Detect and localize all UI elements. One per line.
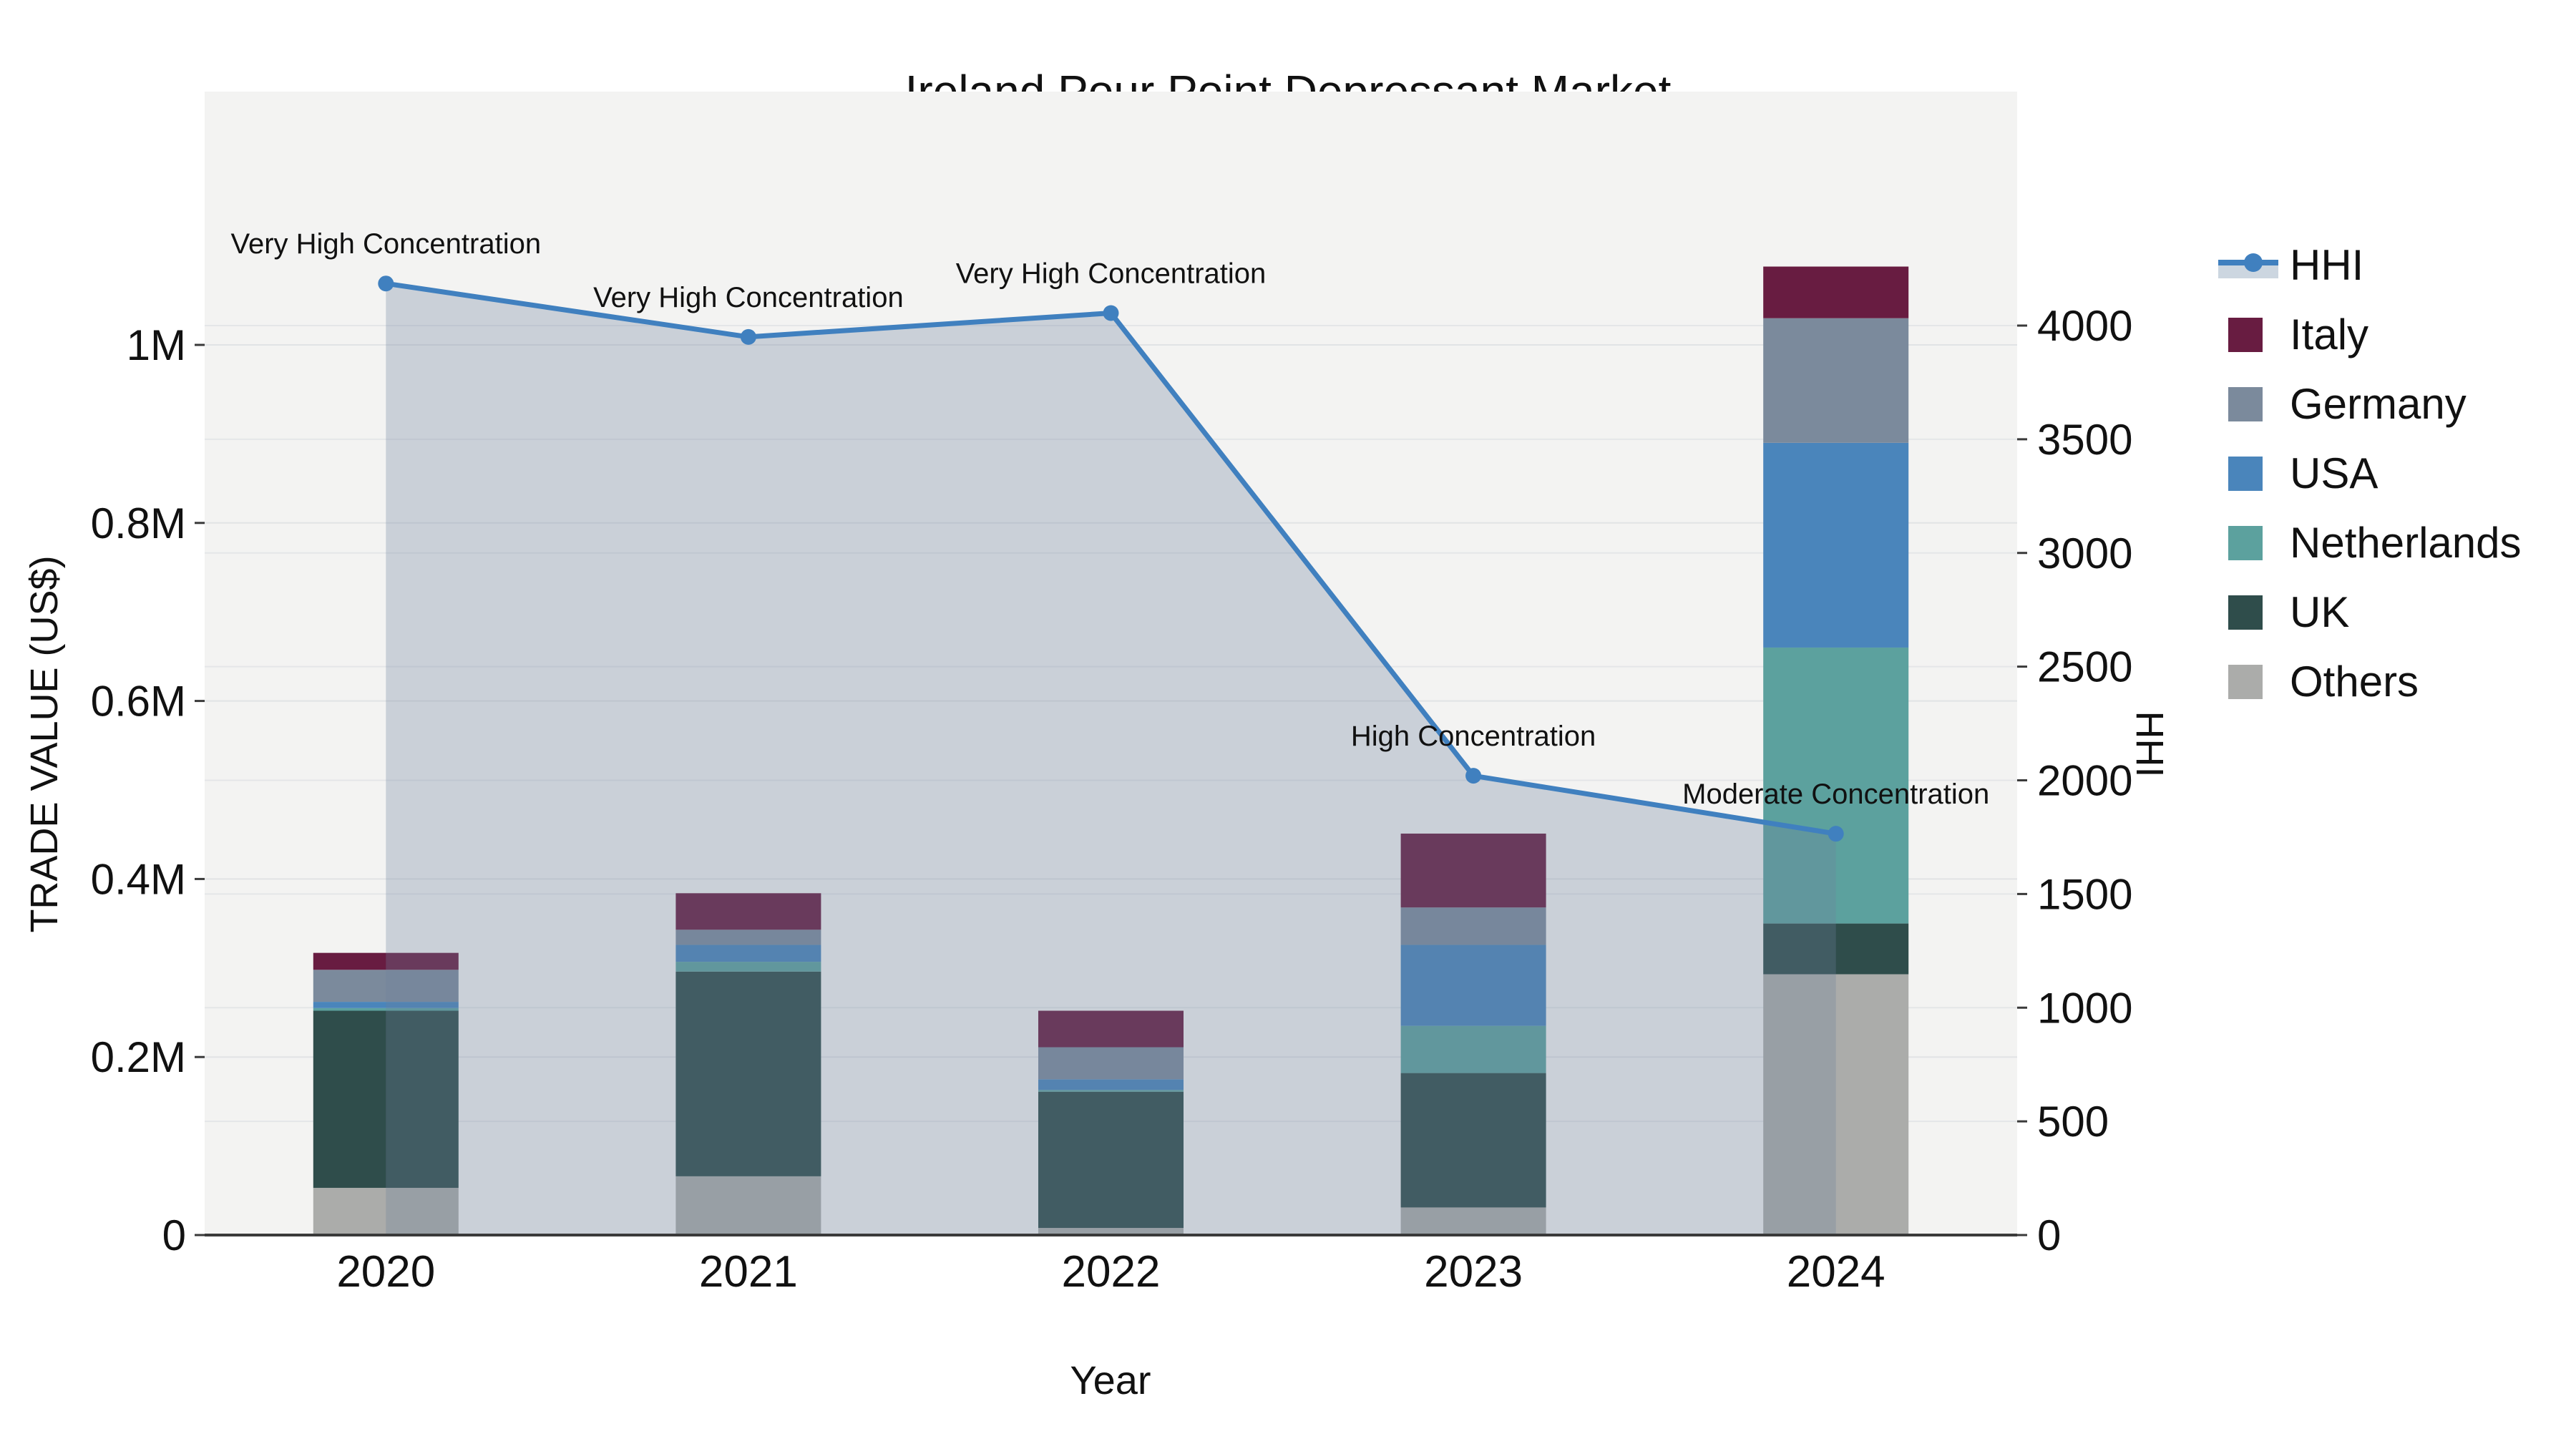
bar-segment-usa-2020 <box>313 1002 459 1008</box>
bar-segment-uk-2020 <box>313 1010 459 1189</box>
legend-swatch-others <box>2218 664 2278 699</box>
annotation-2021: Very High Concentration <box>593 282 904 313</box>
legend-item-others: Others <box>2218 647 2522 716</box>
annotation-2024: Moderate Concentration <box>1682 779 1989 810</box>
legend-label-uk: UK <box>2290 587 2350 636</box>
legend-swatch-germany <box>2218 386 2278 421</box>
y-left-tick-label: 0.2M <box>91 1033 186 1081</box>
hhi-marker-2024 <box>1828 826 1844 842</box>
y-axis-right-title: HHI <box>2128 711 2171 778</box>
y-right-tick-label: 1000 <box>2037 984 2132 1032</box>
legend-color-box-uk <box>2228 595 2263 630</box>
y-left-tick-label: 0.8M <box>91 499 186 547</box>
y-right-tick-label: 0 <box>2037 1211 2061 1259</box>
bar-segment-uk-2022 <box>1038 1091 1184 1229</box>
x-tick-label-2023: 2023 <box>1424 1247 1523 1297</box>
y-left-tick-label: 0.6M <box>91 678 186 726</box>
legend-item-hhi: HHI <box>2218 230 2522 300</box>
legend-color-box-netherlands <box>2228 525 2263 560</box>
legend-swatch-usa <box>2218 456 2278 491</box>
bar-segment-usa-2023 <box>1400 945 1546 1026</box>
annotation-2020: Very High Concentration <box>231 228 542 260</box>
y-left-tick-label: 0 <box>162 1211 186 1259</box>
legend-item-italy: Italy <box>2218 300 2522 369</box>
bar-segment-usa-2021 <box>675 945 821 962</box>
legend-swatch-netherlands <box>2218 525 2278 560</box>
legend-item-usa: USA <box>2218 439 2522 508</box>
y-axis-left-title: TRADE VALUE (US$) <box>23 555 66 933</box>
y-right-tick-label: 1500 <box>2037 870 2132 918</box>
bar-segment-italy-2021 <box>675 893 821 930</box>
x-tick-label-2021: 2021 <box>699 1247 798 1297</box>
hhi-marker-2020 <box>378 275 394 292</box>
legend-item-uk: UK <box>2218 577 2522 647</box>
x-tick-label-2022: 2022 <box>1062 1247 1161 1297</box>
legend-item-netherlands: Netherlands <box>2218 508 2522 577</box>
legend-color-box-usa <box>2228 456 2263 491</box>
legend: HHI Italy Germany USA Netherlands UK Others <box>2218 230 2522 716</box>
bar-segment-germany-2022 <box>1038 1047 1184 1080</box>
bar-segment-germany-2021 <box>675 930 821 945</box>
legend-swatch-uk <box>2218 595 2278 630</box>
y-right-tick-label: 2000 <box>2037 757 2132 805</box>
bar-segment-uk-2023 <box>1400 1073 1546 1208</box>
hhi-marker-2023 <box>1465 768 1482 784</box>
legend-label-usa: USA <box>2290 449 2379 497</box>
bar-segment-usa-2024 <box>1763 442 1909 648</box>
bar-segment-netherlands-2023 <box>1400 1025 1546 1073</box>
legend-label-italy: Italy <box>2290 310 2369 358</box>
hhi-marker-2021 <box>740 328 756 345</box>
x-tick-label-2020: 2020 <box>336 1247 435 1297</box>
hhi-marker-2022 <box>1103 305 1119 321</box>
legend-swatch-italy <box>2218 317 2278 352</box>
bar-segment-uk-2021 <box>675 971 821 1176</box>
y-right-tick-label: 3000 <box>2037 530 2132 577</box>
bar-segment-netherlands-2020 <box>313 1008 459 1011</box>
bar-segment-others-2022 <box>1038 1228 1184 1235</box>
bar-segment-uk-2024 <box>1763 923 1909 975</box>
legend-swatch-hhi <box>2218 248 2278 283</box>
legend-color-box-others <box>2228 664 2263 699</box>
y-left-tick-label: 1M <box>127 321 186 369</box>
legend-item-germany: Germany <box>2218 369 2522 439</box>
legend-label-hhi: HHI <box>2290 240 2364 289</box>
hhi-area <box>386 283 1836 1235</box>
bar-segment-italy-2022 <box>1038 1010 1184 1048</box>
bar-segment-germany-2024 <box>1763 318 1909 443</box>
bar-segment-netherlands-2022 <box>1038 1090 1184 1092</box>
bar-segment-germany-2020 <box>313 970 459 1002</box>
y-right-tick-label: 4000 <box>2037 302 2132 350</box>
y-right-tick-label: 3500 <box>2037 416 2132 464</box>
annotation-2023: High Concentration <box>1351 721 1596 752</box>
y-right-tick-label: 2500 <box>2037 643 2132 691</box>
bar-segment-others-2024 <box>1763 974 1909 1235</box>
legend-label-germany: Germany <box>2290 379 2467 428</box>
x-tick-label-2024: 2024 <box>1787 1247 1885 1297</box>
legend-label-others: Others <box>2290 657 2419 706</box>
x-axis-title: Year <box>1070 1357 1151 1402</box>
bar-segment-others-2020 <box>313 1188 459 1235</box>
bar-segment-others-2023 <box>1400 1207 1546 1235</box>
bar-segment-others-2021 <box>675 1176 821 1235</box>
y-left-tick-label: 0.4M <box>91 855 186 903</box>
bar-segment-netherlands-2021 <box>675 962 821 972</box>
bar-segment-germany-2023 <box>1400 907 1546 945</box>
y-right-tick-label: 500 <box>2037 1098 2109 1146</box>
bar-segment-italy-2020 <box>313 952 459 970</box>
bar-segment-netherlands-2024 <box>1763 647 1909 924</box>
legend-label-netherlands: Netherlands <box>2290 518 2522 567</box>
bar-segment-usa-2022 <box>1038 1079 1184 1091</box>
bar-segment-italy-2024 <box>1763 266 1909 318</box>
annotation-2022: Very High Concentration <box>956 258 1267 290</box>
legend-color-box-italy <box>2228 317 2263 352</box>
legend-color-box-germany <box>2228 386 2263 421</box>
hhi-line-swatch-icon <box>2218 253 2278 278</box>
bar-segment-italy-2023 <box>1400 833 1546 908</box>
